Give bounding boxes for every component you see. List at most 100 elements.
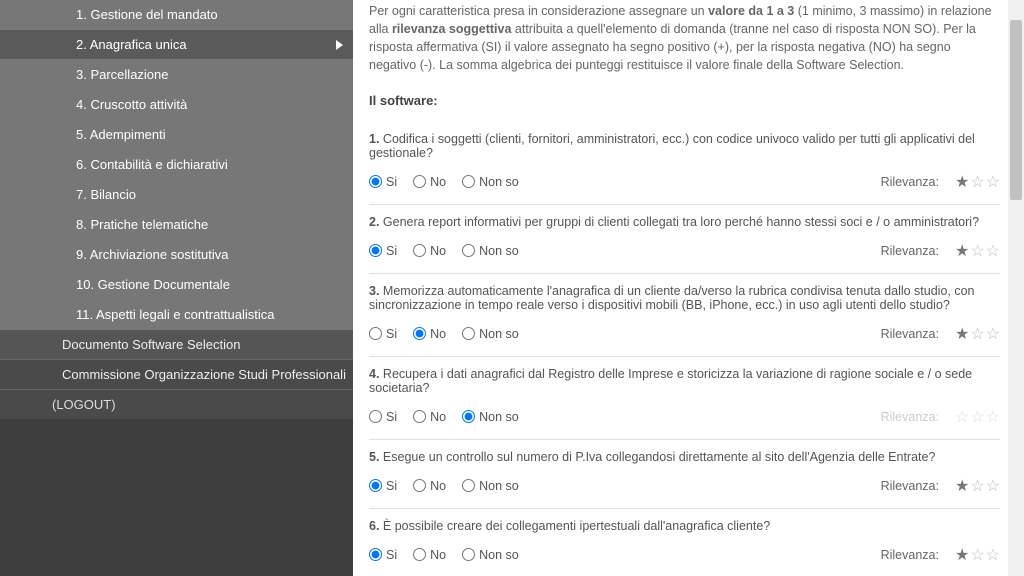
sidebar-section-commissione[interactable]: Commissione Organizzazione Studi Profess… xyxy=(0,360,353,390)
radio-si[interactable] xyxy=(369,410,382,423)
intro-text: Per ogni caratteristica presa in conside… xyxy=(369,2,1000,75)
radio-no[interactable] xyxy=(413,175,426,188)
sidebar-item-4[interactable]: 4. Cruscotto attività xyxy=(0,90,353,120)
sidebar-item-1[interactable]: 1. Gestione del mandato xyxy=(0,0,353,30)
section-heading: Il software: xyxy=(369,93,1000,108)
sidebar-item-8[interactable]: 8. Pratiche telematiche xyxy=(0,210,353,240)
question-text: 3. Memorizza automaticamente l'anagrafic… xyxy=(369,284,1000,312)
radio-si[interactable] xyxy=(369,244,382,257)
radio-no[interactable] xyxy=(413,479,426,492)
scrollbar-thumb[interactable] xyxy=(1010,20,1022,200)
sidebar-item-3[interactable]: 3. Parcellazione xyxy=(0,60,353,90)
answer-nonso[interactable]: Non so xyxy=(462,479,519,493)
radio-si[interactable] xyxy=(369,327,382,340)
answer-no[interactable]: No xyxy=(413,244,446,258)
star-3[interactable]: ☆ xyxy=(986,545,1000,565)
scrollbar[interactable] xyxy=(1008,0,1024,576)
relevance-label: Rilevanza: xyxy=(881,175,939,189)
logout-link[interactable]: (LOGOUT) xyxy=(0,390,353,419)
answer-no[interactable]: No xyxy=(413,410,446,424)
relevance-label: Rilevanza: xyxy=(881,410,939,424)
sidebar-item-7[interactable]: 7. Bilancio xyxy=(0,180,353,210)
radio-no[interactable] xyxy=(413,327,426,340)
radio-no[interactable] xyxy=(413,410,426,423)
sidebar-item-6[interactable]: 6. Contabilità e dichiarativi xyxy=(0,150,353,180)
answer-si[interactable]: Si xyxy=(369,244,397,258)
question-6: 6. È possibile creare dei collegamenti i… xyxy=(369,508,1000,576)
relevance-stars[interactable]: ★☆☆ xyxy=(955,241,1000,261)
answer-nonso[interactable]: Non so xyxy=(462,327,519,341)
question-1: 1. Codifica i soggetti (clienti, fornito… xyxy=(369,122,1000,204)
star-2[interactable]: ☆ xyxy=(970,324,984,344)
sidebar-section-documento[interactable]: Documento Software Selection xyxy=(0,330,353,360)
radio-nonso[interactable] xyxy=(462,479,475,492)
answer-nonso[interactable]: Non so xyxy=(462,175,519,189)
radio-nonso[interactable] xyxy=(462,410,475,423)
question-2: 2. Genera report informativi per gruppi … xyxy=(369,204,1000,273)
question-answer-row: SiNoNon soRilevanza:★☆☆ xyxy=(369,545,1000,575)
answer-no[interactable]: No xyxy=(413,175,446,189)
radio-nonso[interactable] xyxy=(462,548,475,561)
question-answer-row: SiNoNon soRilevanza:★☆☆ xyxy=(369,241,1000,271)
sidebar-item-5[interactable]: 5. Adempimenti xyxy=(0,120,353,150)
star-3[interactable]: ☆ xyxy=(986,172,1000,192)
star-3[interactable]: ☆ xyxy=(986,476,1000,496)
answer-nonso[interactable]: Non so xyxy=(462,410,519,424)
question-text: 6. È possibile creare dei collegamenti i… xyxy=(369,519,1000,533)
relevance-label: Rilevanza: xyxy=(881,327,939,341)
star-3[interactable]: ☆ xyxy=(986,407,1000,427)
radio-nonso[interactable] xyxy=(462,327,475,340)
star-1[interactable]: ★ xyxy=(955,241,969,261)
relevance-stars[interactable]: ★☆☆ xyxy=(955,324,1000,344)
answer-si[interactable]: Si xyxy=(369,175,397,189)
question-text: 5. Esegue un controllo sul numero di P.I… xyxy=(369,450,1000,464)
question-answer-row: SiNoNon soRilevanza:☆☆☆ xyxy=(369,407,1000,437)
radio-no[interactable] xyxy=(413,548,426,561)
question-4: 4. Recupera i dati anagrafici dal Regist… xyxy=(369,356,1000,439)
radio-si[interactable] xyxy=(369,175,382,188)
sidebar-item-11[interactable]: 11. Aspetti legali e contrattualistica xyxy=(0,300,353,330)
question-text: 1. Codifica i soggetti (clienti, fornito… xyxy=(369,132,1000,160)
answer-nonso[interactable]: Non so xyxy=(462,548,519,562)
relevance-stars[interactable]: ★☆☆ xyxy=(955,545,1000,565)
sidebar-item-9[interactable]: 9. Archiviazione sostitutiva xyxy=(0,240,353,270)
star-3[interactable]: ☆ xyxy=(986,241,1000,261)
question-text: 2. Genera report informativi per gruppi … xyxy=(369,215,1000,229)
radio-no[interactable] xyxy=(413,244,426,257)
star-1[interactable]: ★ xyxy=(955,172,969,192)
relevance-stars[interactable]: ☆☆☆ xyxy=(955,407,1000,427)
star-2[interactable]: ☆ xyxy=(970,407,984,427)
question-text: 4. Recupera i dati anagrafici dal Regist… xyxy=(369,367,1000,395)
answer-si[interactable]: Si xyxy=(369,410,397,424)
star-1[interactable]: ☆ xyxy=(955,407,969,427)
star-2[interactable]: ☆ xyxy=(970,545,984,565)
star-1[interactable]: ★ xyxy=(955,545,969,565)
answer-si[interactable]: Si xyxy=(369,327,397,341)
question-answer-row: SiNoNon soRilevanza:★☆☆ xyxy=(369,324,1000,354)
star-2[interactable]: ☆ xyxy=(970,172,984,192)
radio-si[interactable] xyxy=(369,479,382,492)
relevance-stars[interactable]: ★☆☆ xyxy=(955,172,1000,192)
sidebar-item-2[interactable]: 2. Anagrafica unica xyxy=(0,30,353,60)
question-3: 3. Memorizza automaticamente l'anagrafic… xyxy=(369,273,1000,356)
answer-si[interactable]: Si xyxy=(369,479,397,493)
answer-no[interactable]: No xyxy=(413,479,446,493)
answer-no[interactable]: No xyxy=(413,548,446,562)
answer-nonso[interactable]: Non so xyxy=(462,244,519,258)
answer-no[interactable]: No xyxy=(413,327,446,341)
star-1[interactable]: ★ xyxy=(955,476,969,496)
relevance-label: Rilevanza: xyxy=(881,479,939,493)
relevance-stars[interactable]: ★☆☆ xyxy=(955,476,1000,496)
radio-si[interactable] xyxy=(369,548,382,561)
star-2[interactable]: ☆ xyxy=(970,476,984,496)
main-content: Per ogni caratteristica presa in conside… xyxy=(353,0,1024,576)
relevance-label: Rilevanza: xyxy=(881,244,939,258)
star-1[interactable]: ★ xyxy=(955,324,969,344)
star-2[interactable]: ☆ xyxy=(970,241,984,261)
question-answer-row: SiNoNon soRilevanza:★☆☆ xyxy=(369,172,1000,202)
star-3[interactable]: ☆ xyxy=(986,324,1000,344)
sidebar-item-10[interactable]: 10. Gestione Documentale xyxy=(0,270,353,300)
radio-nonso[interactable] xyxy=(462,175,475,188)
answer-si[interactable]: Si xyxy=(369,548,397,562)
radio-nonso[interactable] xyxy=(462,244,475,257)
